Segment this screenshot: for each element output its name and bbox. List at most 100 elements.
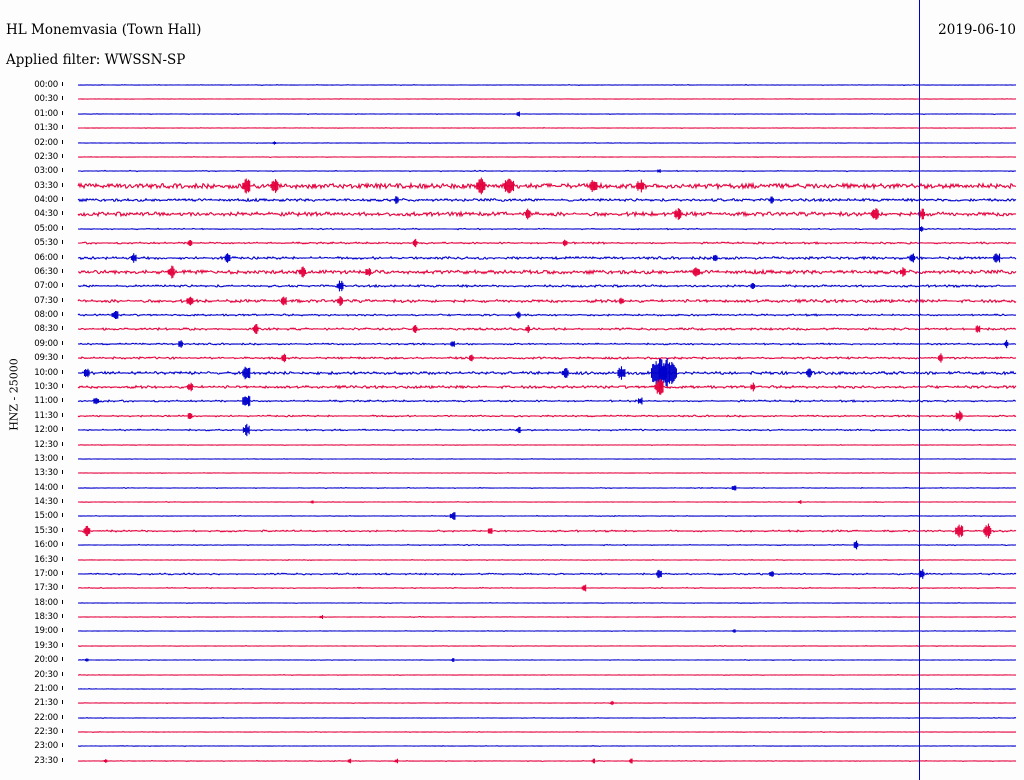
axis-tick-mark	[62, 340, 68, 345]
time-tick-label: 10:00	[34, 367, 58, 378]
time-tick-label: 15:30	[34, 525, 58, 536]
helicorder-row: 01:30	[0, 121, 1024, 135]
helicorder-row: 07:30	[0, 294, 1024, 308]
axis-tick-mark	[62, 556, 68, 561]
axis-tick-mark	[62, 297, 68, 302]
seismic-trace	[77, 208, 1017, 221]
seismic-trace	[77, 83, 1017, 87]
applied-filter-label: Applied filter: WWSSN-SP	[6, 52, 186, 68]
seismic-trace	[77, 423, 1017, 437]
seismic-trace	[78, 716, 1017, 719]
axis-tick-mark	[62, 470, 68, 475]
time-tick-label: 09:30	[34, 353, 58, 364]
axis-tick-mark	[62, 225, 68, 230]
seismic-trace	[77, 410, 1017, 422]
trace-container	[77, 177, 1017, 195]
helicorder-row: 16:00	[0, 538, 1024, 552]
trace-container	[77, 754, 1017, 768]
trace-container	[78, 164, 1017, 178]
time-tick-label: 06:30	[34, 266, 58, 277]
trace-container	[77, 567, 1017, 581]
helicorder-row: 14:30	[0, 495, 1024, 509]
trace-container	[78, 711, 1017, 725]
seismic-trace	[77, 601, 1017, 604]
seismic-trace	[77, 357, 1017, 388]
time-tick-label: 14:30	[34, 497, 58, 508]
axis-tick-mark	[62, 427, 68, 432]
seismic-trace	[77, 615, 1017, 620]
time-tick-label: 19:00	[34, 626, 58, 637]
axis-tick-mark	[62, 139, 68, 144]
axis-tick-mark	[62, 168, 68, 173]
helicorder-row: 22:30	[0, 725, 1024, 739]
time-tick-label: 08:00	[34, 310, 58, 321]
helicorder-row: 01:00	[0, 107, 1024, 121]
helicorder-row: 17:30	[0, 581, 1024, 595]
helicorder-row: 19:00	[0, 624, 1024, 638]
seismic-trace	[77, 540, 1017, 550]
seismic-trace	[77, 324, 1017, 335]
helicorder-row: 18:30	[0, 610, 1024, 624]
time-tick-label: 21:30	[34, 698, 58, 709]
axis-tick-mark	[62, 671, 68, 676]
axis-tick-mark	[62, 484, 68, 489]
helicorder-row: 15:30	[0, 523, 1024, 539]
trace-container	[77, 337, 1017, 351]
time-tick-label: 15:00	[34, 511, 58, 522]
helicorder-row: 08:30	[0, 322, 1024, 336]
time-tick-label: 23:00	[34, 741, 58, 752]
axis-tick-mark	[62, 455, 68, 460]
helicorder-row: 13:30	[0, 466, 1024, 480]
time-tick-label: 17:30	[34, 583, 58, 594]
helicorder-row: 23:00	[0, 739, 1024, 753]
time-tick-label: 18:00	[34, 597, 58, 608]
time-tick-label: 16:30	[34, 554, 58, 565]
trace-container	[77, 150, 1017, 164]
helicorder-row: 09:30	[0, 351, 1024, 365]
seismic-trace	[77, 512, 1017, 521]
axis-tick-mark	[62, 642, 68, 647]
helicorder-row: 10:00	[0, 357, 1024, 388]
trace-container	[77, 668, 1017, 682]
seismic-trace	[77, 701, 1017, 706]
helicorder-row: 06:30	[0, 265, 1024, 279]
seismic-trace	[77, 457, 1017, 460]
seismic-trace	[77, 339, 1017, 348]
time-tick-label: 01:30	[34, 123, 58, 134]
helicorder-row: 21:00	[0, 682, 1024, 696]
seismic-trace	[78, 98, 1017, 101]
time-tick-label: 00:30	[34, 94, 58, 105]
seismic-trace	[77, 443, 1017, 446]
axis-tick-mark	[62, 182, 68, 187]
axis-tick-mark	[62, 527, 68, 532]
trace-container	[78, 624, 1017, 638]
trace-container	[77, 739, 1017, 753]
axis-tick-mark	[62, 614, 68, 619]
time-tick-label: 11:30	[34, 410, 58, 421]
seismic-trace	[77, 239, 1017, 248]
axis-tick-mark	[62, 570, 68, 575]
seismic-trace	[77, 568, 1017, 579]
time-tick-label: 16:00	[34, 540, 58, 551]
trace-container	[77, 394, 1017, 408]
time-tick-label: 03:00	[34, 166, 58, 177]
seismic-trace	[77, 687, 1016, 690]
seismic-trace	[77, 731, 1017, 734]
trace-container	[77, 107, 1017, 121]
helicorder-row: 22:00	[0, 711, 1024, 725]
axis-tick-mark	[62, 283, 68, 288]
axis-tick-mark	[62, 628, 68, 633]
axis-tick-mark	[62, 355, 68, 360]
time-tick-label: 10:30	[34, 381, 58, 392]
seismic-trace	[77, 379, 1017, 395]
time-tick-label: 00:00	[34, 80, 58, 90]
trace-container	[77, 553, 1017, 567]
time-tick-label: 18:30	[34, 612, 58, 623]
axis-tick-mark	[62, 657, 68, 662]
time-tick-label: 02:00	[34, 137, 58, 148]
trace-container	[77, 495, 1017, 509]
time-tick-label: 07:00	[34, 281, 58, 292]
helicorder-row: 00:30	[0, 92, 1024, 106]
trace-container	[77, 610, 1017, 624]
time-tick-label: 04:30	[34, 209, 58, 220]
